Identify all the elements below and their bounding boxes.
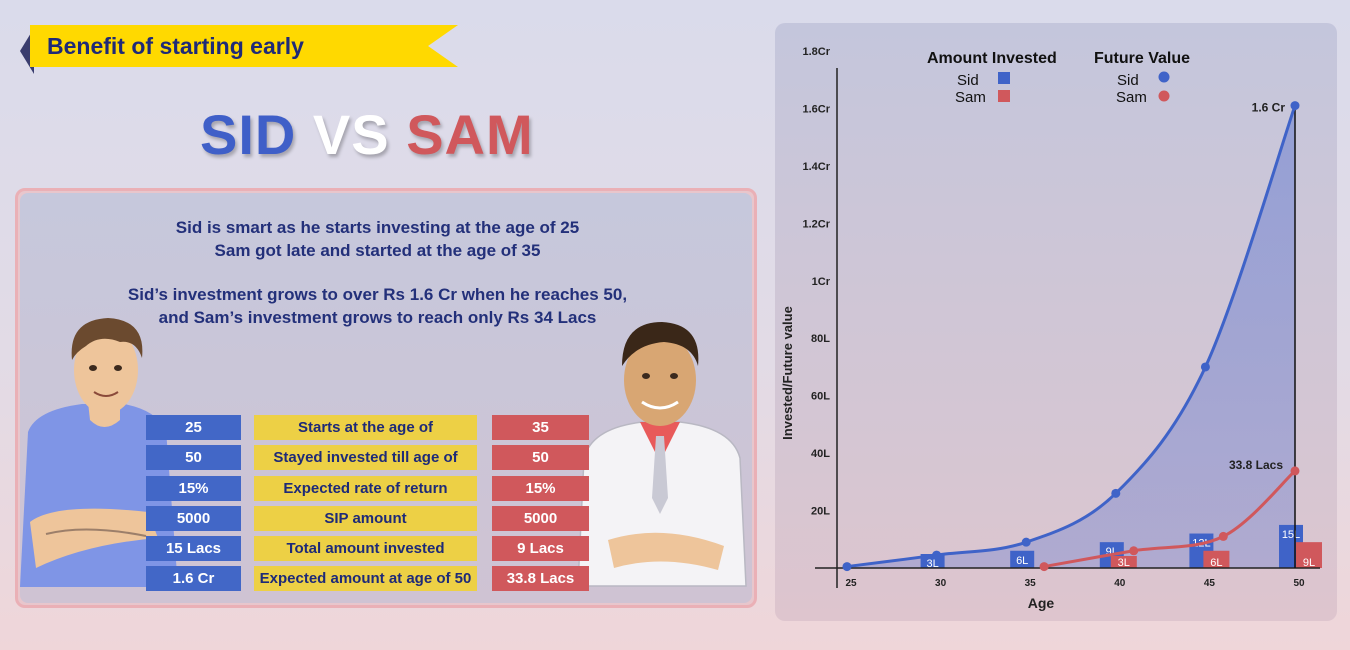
title-sid: SID bbox=[200, 103, 297, 166]
page-title: SID VS SAM bbox=[200, 102, 534, 167]
table-cell-sid: 15% bbox=[146, 476, 241, 501]
sid-future-point bbox=[1200, 362, 1210, 372]
table-cell-label: Expected rate of return bbox=[254, 476, 477, 501]
legend-invested-sam-swatch bbox=[998, 90, 1010, 102]
y-tick-label: 1.8Cr bbox=[802, 46, 830, 58]
sid-future-point bbox=[932, 550, 942, 560]
sid-future-point bbox=[1111, 488, 1121, 498]
sid-end-label: 1.6 Cr bbox=[1252, 101, 1286, 115]
table-cell-sid: 5000 bbox=[146, 506, 241, 531]
sam-invested-bar bbox=[1296, 542, 1322, 568]
intro-line-3: Sid’s investment grows to over Rs 1.6 Cr… bbox=[127, 285, 628, 304]
sid-arms bbox=[30, 508, 158, 568]
sam-future-point bbox=[1290, 466, 1300, 476]
table-cell-sam: 50 bbox=[492, 445, 589, 470]
sam-future-point bbox=[1129, 546, 1139, 556]
y-axis-title: Invested/Future value bbox=[780, 306, 795, 440]
y-tick-label: 1.6Cr bbox=[802, 103, 830, 115]
sam-invested-label: 6L bbox=[1210, 557, 1222, 569]
title-vs: VS bbox=[312, 103, 390, 166]
table-cell-label: Expected amount at age of 50 bbox=[254, 566, 477, 591]
table-cell-sam: 35 bbox=[492, 415, 589, 440]
legend-future-sid: Sid bbox=[1117, 72, 1139, 89]
table-cell-label: SIP amount bbox=[254, 506, 477, 531]
legend-invested-title: Amount Invested bbox=[927, 50, 1057, 67]
x-tick-label: 40 bbox=[1114, 578, 1126, 589]
intro-line-4: and Sam’s investment grows to reach only… bbox=[158, 308, 597, 327]
y-tick-label: 1.4Cr bbox=[802, 161, 830, 173]
sam-invested-label: 3L bbox=[1118, 557, 1130, 569]
y-tick-label: 40L bbox=[811, 448, 830, 460]
sid-future-point bbox=[842, 562, 852, 572]
sam-future-line bbox=[1043, 469, 1297, 569]
table-cell-label: Stayed invested till age of bbox=[254, 445, 477, 470]
x-tick-label: 50 bbox=[1293, 578, 1305, 589]
sam-invested-bar bbox=[1203, 550, 1230, 568]
legend-future-sid-dot bbox=[1158, 71, 1170, 83]
y-tick-label: 20L bbox=[811, 506, 830, 518]
banner bbox=[30, 25, 458, 67]
table-cell-label: Starts at the age of bbox=[254, 415, 477, 440]
table-cell-sam: 5000 bbox=[492, 506, 589, 531]
intro-line-2: Sam got late and started at the age of 3… bbox=[214, 241, 541, 260]
sid-invested-label: 15L bbox=[1282, 529, 1300, 541]
sam-arms bbox=[608, 532, 724, 570]
legend-future-title: Future Value bbox=[1094, 50, 1190, 67]
sid-future-point bbox=[1021, 537, 1031, 547]
legend-invested-sid: Sid bbox=[957, 72, 979, 89]
title-sam: SAM bbox=[406, 103, 534, 166]
sid-area-fill bbox=[847, 105, 1295, 569]
legend-invested-sid-swatch bbox=[998, 72, 1010, 84]
x-tick-label: 35 bbox=[1025, 578, 1037, 589]
legend-future-sam: Sam bbox=[1116, 89, 1147, 106]
banner-title: Benefit of starting early bbox=[47, 33, 304, 59]
sid-hair bbox=[71, 318, 143, 360]
sid-illustration bbox=[20, 318, 178, 587]
table-cell-sid: 15 Lacs bbox=[146, 536, 241, 561]
sam-end-label: 33.8 Lacs bbox=[1229, 458, 1283, 472]
y-tick-label: 1.2Cr bbox=[802, 218, 830, 230]
sid-invested-bar bbox=[1010, 550, 1035, 568]
intro-line-1: Sid is smart as he starts investing at t… bbox=[175, 218, 580, 237]
y-tick-label: 80L bbox=[811, 333, 830, 345]
y-tick-label: 1Cr bbox=[812, 276, 831, 288]
legend-future-sam-dot bbox=[1158, 90, 1170, 102]
sam-hair bbox=[622, 322, 699, 366]
x-tick-label: 30 bbox=[935, 578, 947, 589]
table-cell-sam: 9 Lacs bbox=[492, 536, 589, 561]
x-tick-label: 45 bbox=[1204, 578, 1216, 589]
y-tick-label: 60L bbox=[811, 391, 830, 403]
sam-future-point bbox=[1039, 562, 1049, 572]
sid-invested-label: 6L bbox=[1016, 555, 1028, 567]
sid-face bbox=[74, 326, 138, 414]
sid-future-point bbox=[1290, 101, 1300, 111]
sid-invested-label: 3L bbox=[926, 558, 938, 570]
table-cell-label: Total amount invested bbox=[254, 536, 477, 561]
table-cell-sid: 50 bbox=[146, 445, 241, 470]
x-tick-label: 25 bbox=[845, 578, 857, 589]
sam-invested-bar bbox=[1110, 556, 1137, 568]
table-cell-sam: 15% bbox=[492, 476, 589, 501]
legend-invested-sam: Sam bbox=[955, 89, 986, 106]
sam-future-point bbox=[1218, 531, 1228, 541]
table-cell-sam: 33.8 Lacs bbox=[492, 566, 589, 591]
table-cell-sid: 25 bbox=[146, 415, 241, 440]
table-cell-sid: 1.6 Cr bbox=[146, 566, 241, 591]
sam-illustration bbox=[577, 322, 747, 587]
x-axis-title: Age bbox=[1028, 595, 1055, 611]
sam-invested-label: 9L bbox=[1303, 557, 1315, 569]
